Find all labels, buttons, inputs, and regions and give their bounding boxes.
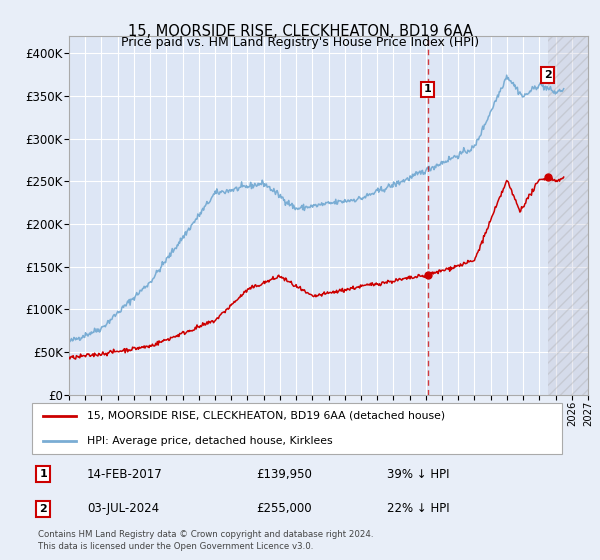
Text: 03-JUL-2024: 03-JUL-2024 (87, 502, 159, 515)
Text: 14-FEB-2017: 14-FEB-2017 (87, 468, 163, 480)
Text: Contains HM Land Registry data © Crown copyright and database right 2024.
This d: Contains HM Land Registry data © Crown c… (38, 530, 373, 550)
Text: £139,950: £139,950 (256, 468, 312, 480)
Text: HPI: Average price, detached house, Kirklees: HPI: Average price, detached house, Kirk… (87, 436, 332, 446)
Bar (548, 36, 588, 395)
Text: 39% ↓ HPI: 39% ↓ HPI (388, 468, 450, 480)
Text: 1: 1 (424, 85, 431, 94)
Text: £255,000: £255,000 (256, 502, 312, 515)
Text: 15, MOORSIDE RISE, CLECKHEATON, BD19 6AA: 15, MOORSIDE RISE, CLECKHEATON, BD19 6AA (128, 24, 473, 39)
Text: 2: 2 (544, 70, 551, 80)
Text: 22% ↓ HPI: 22% ↓ HPI (388, 502, 450, 515)
Text: 15, MOORSIDE RISE, CLECKHEATON, BD19 6AA (detached house): 15, MOORSIDE RISE, CLECKHEATON, BD19 6AA… (87, 410, 445, 421)
Text: Price paid vs. HM Land Registry's House Price Index (HPI): Price paid vs. HM Land Registry's House … (121, 36, 479, 49)
Text: 1: 1 (40, 469, 47, 479)
Text: 2: 2 (40, 504, 47, 514)
